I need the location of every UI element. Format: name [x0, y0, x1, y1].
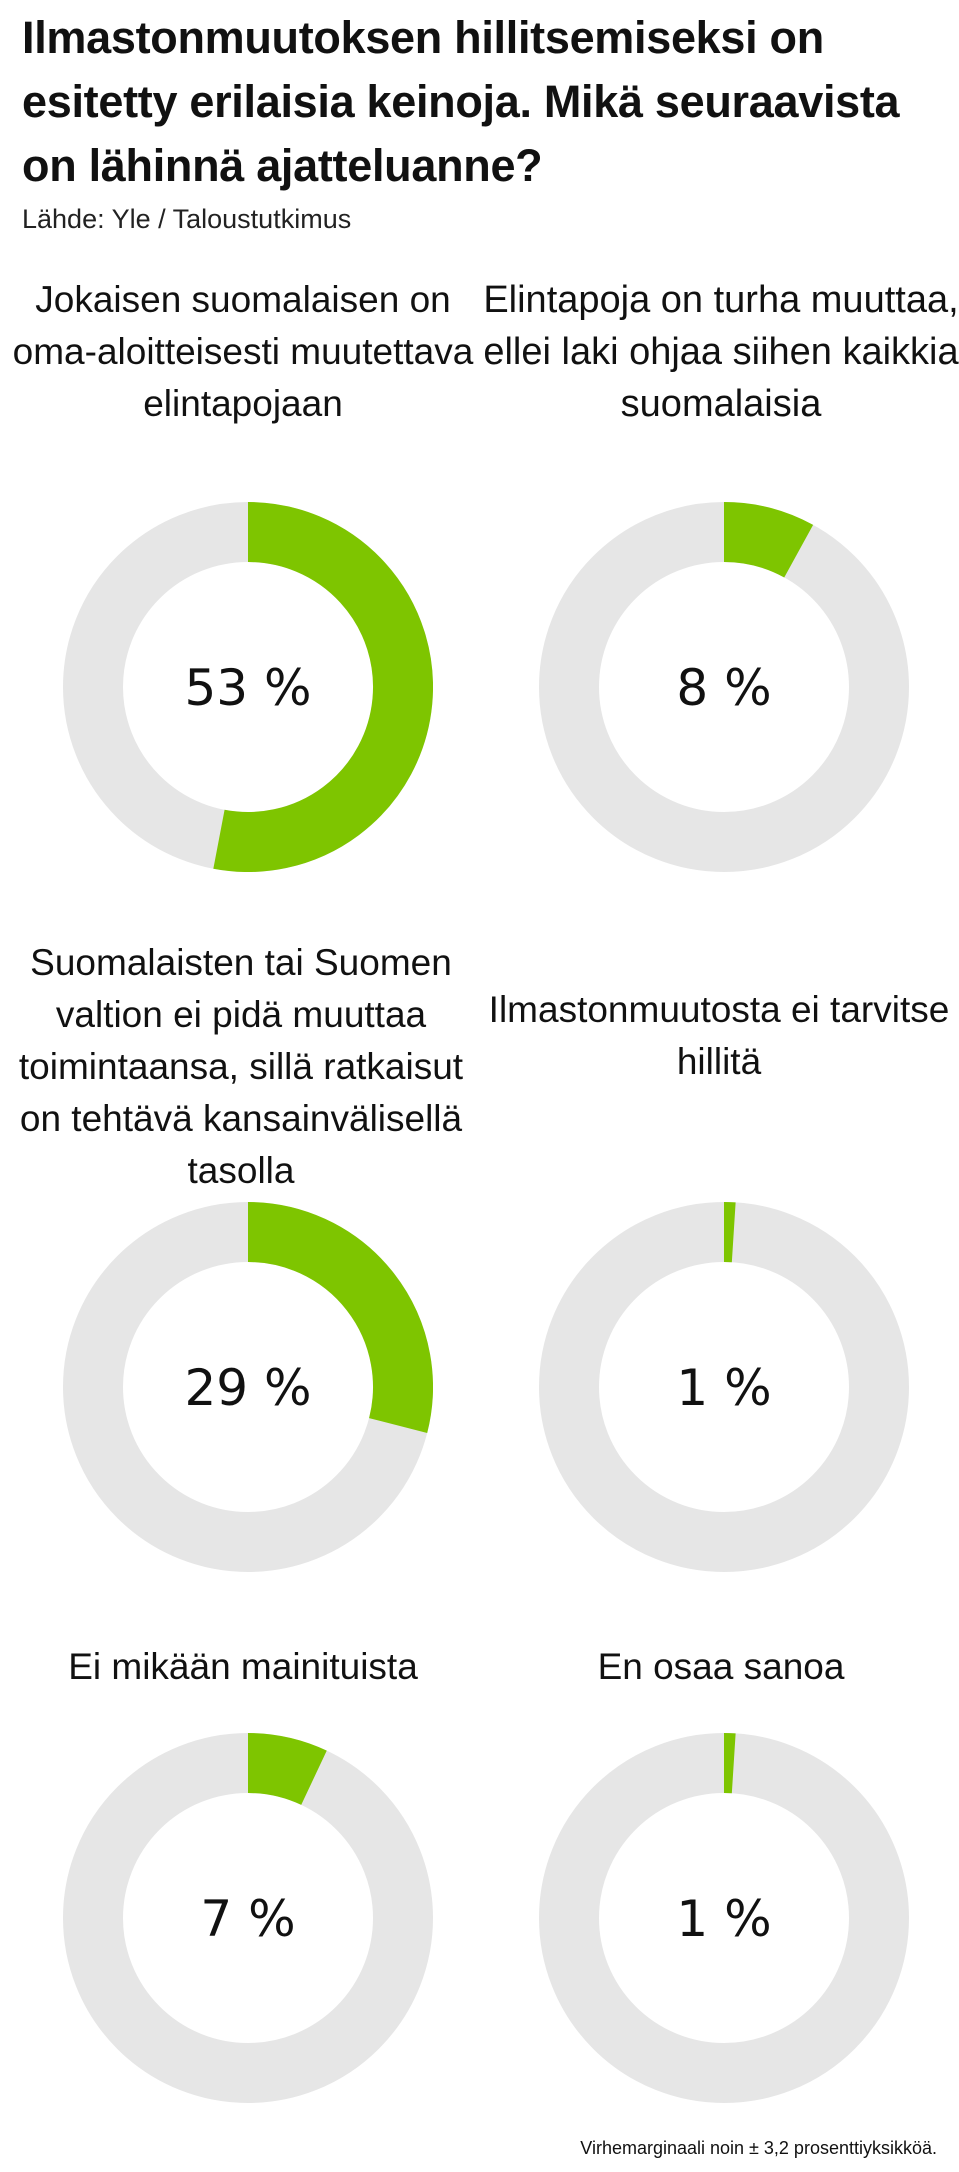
option-label-4: Ilmastonmuutosta ei tarvitse hillitä [488, 989, 950, 1082]
percentage-label: 1 % [676, 1890, 771, 1948]
percentage-label: 8 % [676, 659, 771, 717]
percentage-label: 29 % [184, 1359, 311, 1417]
source-note: Lähde: Yle / Taloustutkimus [22, 204, 352, 234]
option-label-1: Jokaisen suomalaisen on oma-aloitteisest… [12, 279, 474, 424]
donut-value-arc [213, 502, 433, 872]
donut-chart-4: 1 % [539, 1202, 909, 1572]
chart-title: Ilmastonmuutoksen hillitsemiseksi on esi… [22, 12, 900, 191]
donut-value-arc [247, 1202, 433, 1433]
donut-chart-2: 8 % [539, 502, 909, 872]
percentage-label: 1 % [676, 1359, 771, 1417]
percentage-label: 53 % [184, 659, 311, 717]
margin-of-error-note: Virhemarginaali noin ± 3,2 prosenttiyksi… [580, 2138, 937, 2158]
donut-chart-5: 7 % [63, 1733, 433, 2103]
percentage-label: 7 % [200, 1890, 295, 1948]
option-label-6: En osaa sanoa [597, 1646, 845, 1687]
donut-value-arc [723, 502, 814, 578]
option-label-5: Ei mikään mainituista [68, 1646, 418, 1687]
donut-chart-1: 53 % [63, 502, 433, 872]
donut-chart-3: 29 % [63, 1202, 433, 1572]
donut-chart-6: 1 % [539, 1733, 909, 2103]
donut-value-arc [247, 1733, 327, 1806]
option-label-3: Suomalaisten tai Suomen valtion ei pidä … [18, 942, 464, 1191]
option-label-2: Elintapoja on turha muuttaa, ellei laki … [483, 279, 959, 425]
